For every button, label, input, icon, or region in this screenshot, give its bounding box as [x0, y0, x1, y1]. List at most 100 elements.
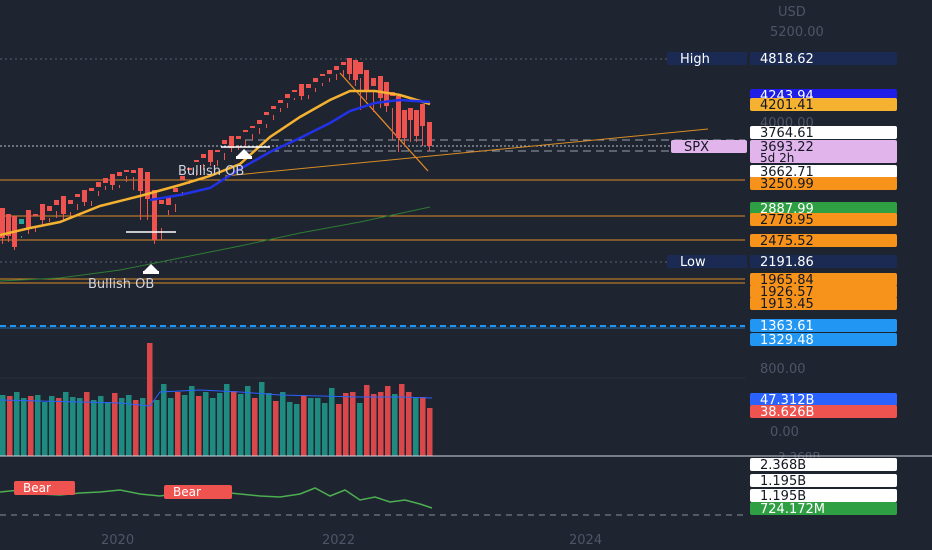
volume-bar [70, 397, 76, 456]
candle [89, 188, 94, 206]
volume-bar [413, 398, 419, 456]
price-tag-label: SPX [684, 140, 709, 155]
drop-line [339, 72, 429, 172]
volume-bar [140, 398, 146, 456]
candle [285, 94, 290, 108]
volume-bar [133, 400, 139, 456]
price-tag-value: 4818.62 [760, 52, 814, 67]
volume-bar [42, 402, 48, 456]
price-tag: 724.172M [750, 502, 897, 517]
candle [371, 78, 376, 112]
volume-bar [217, 393, 223, 456]
price-tag-value: 3662.71 [760, 165, 814, 180]
svg-text:Bear: Bear [173, 485, 201, 499]
x-tick-label: 2024 [569, 533, 602, 548]
volume-bar [98, 396, 104, 456]
price-tag: 1926.57 [750, 285, 897, 300]
candle [152, 190, 157, 244]
volume-bar [105, 402, 111, 456]
volume-bar [154, 400, 160, 456]
price-tag-value: 38.626B [760, 405, 814, 420]
volume-bar [280, 392, 286, 456]
candle [341, 62, 346, 76]
price-tag: 38.626B [750, 405, 897, 420]
candle [358, 62, 363, 110]
price-tag: 1.195B [750, 474, 897, 489]
candle [250, 126, 255, 140]
candle [353, 60, 358, 86]
volume-bar [210, 398, 216, 456]
currency-label: USD [778, 5, 806, 20]
price-tag-value: 3764.61 [760, 126, 814, 141]
volume-bar [175, 392, 181, 456]
volume-bar [21, 398, 27, 456]
price-tag: 1329.48 [750, 333, 897, 348]
price-tag: 1965.84 [750, 273, 897, 288]
volume-bar [364, 385, 370, 456]
candle [40, 204, 45, 226]
candle [110, 174, 115, 190]
candle [364, 70, 369, 100]
volume-bar [245, 386, 251, 456]
candle [124, 170, 129, 182]
candle [68, 200, 73, 216]
price-tag: 3764.61 [750, 126, 897, 141]
candle [19, 219, 24, 238]
price-tag: 47.312B [750, 393, 897, 408]
candle [131, 170, 136, 190]
volume-bar [7, 396, 13, 456]
candle [378, 76, 383, 108]
volume-bar [385, 386, 391, 456]
price-tag-value: 1363.61 [760, 319, 814, 334]
price-tag-value: 1965.84 [760, 273, 814, 288]
price-tag-value: 3693.22 [760, 140, 814, 155]
volume-bar [343, 393, 349, 456]
candle [215, 150, 220, 166]
trendline [224, 128, 709, 177]
candle [278, 100, 283, 112]
bear-label: Bear [14, 481, 75, 495]
volume-bar [224, 384, 230, 456]
price-tag: 1363.61 [750, 319, 897, 334]
price-tag-value: 2475.52 [760, 234, 814, 249]
volume-bar [378, 392, 384, 456]
price-tag-value: 724.172M [760, 502, 825, 517]
volume-axis-top: 800.00 [760, 362, 806, 377]
volume-average-line [0, 389, 433, 407]
price-tag: 2191.86 Low [667, 255, 897, 270]
volume-axis-bottom: 0.00 [770, 425, 799, 440]
volume-bar [371, 394, 377, 456]
candle [313, 78, 318, 92]
svg-text:Bear: Bear [23, 481, 51, 495]
price-tag-value: 1913.45 [760, 297, 814, 312]
volume-bar [126, 395, 132, 456]
candle [145, 172, 150, 220]
volume-bar [315, 398, 321, 456]
price-tag-value: 1329.48 [760, 333, 814, 348]
candle [159, 200, 164, 240]
candle [117, 172, 122, 188]
volume-bar [189, 386, 195, 456]
candle [306, 84, 311, 99]
price-tag: 1913.45 [750, 297, 897, 312]
price-tag: 2475.52 [750, 234, 897, 249]
volume-bar [392, 394, 398, 456]
price-tag-value: 3250.99 [760, 177, 814, 192]
volume-bar [231, 391, 237, 456]
volume-bar [287, 402, 293, 456]
volume-bar [91, 400, 97, 456]
price-tag: 3250.99 [750, 177, 897, 192]
candle [414, 110, 419, 142]
green-moving-average [0, 206, 431, 282]
volume-bar [357, 403, 363, 456]
candle [320, 74, 325, 86]
price-tag-value: 1926.57 [760, 285, 814, 300]
volume-bars [0, 343, 433, 456]
price-tag: 4818.62 High [667, 52, 897, 67]
candle [47, 206, 52, 222]
price-tag-label: High [680, 52, 710, 67]
volume-bar [182, 395, 188, 456]
candle [427, 122, 432, 151]
volume-bar [427, 408, 433, 456]
volume-bar [35, 395, 41, 456]
